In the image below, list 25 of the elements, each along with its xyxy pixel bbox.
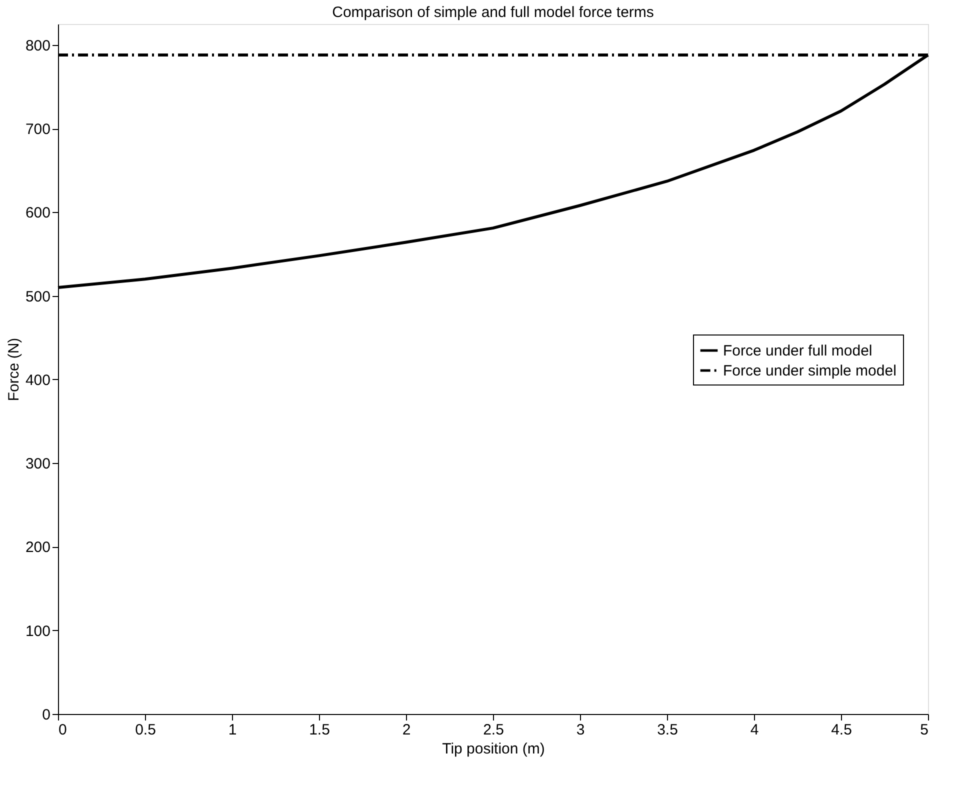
x-tick-label: 2: [402, 722, 411, 738]
chart-title: Comparison of simple and full model force terms: [332, 4, 654, 21]
x-tick-label: 1.5: [309, 722, 330, 738]
x-axis-title: Tip position (m): [442, 740, 545, 758]
x-tick-label: 3: [576, 722, 585, 738]
y-tick-label: 700: [25, 121, 50, 138]
y-axis-title: Force (N): [5, 338, 22, 402]
y-tick-label: 600: [25, 204, 50, 222]
legend-label: Force under full model: [723, 342, 872, 360]
y-tick-label: 400: [25, 372, 50, 389]
x-tick-label: 3.5: [657, 722, 678, 738]
x-tick-label: 1: [228, 722, 237, 738]
y-tick-label: 0: [42, 706, 50, 724]
x-tick-label: 4.5: [831, 722, 852, 738]
legend-label: Force under simple model: [723, 362, 896, 380]
y-tick-label: 200: [25, 539, 50, 556]
y-tick-label: 800: [25, 37, 50, 54]
x-tick-label: 2.5: [483, 722, 504, 738]
x-tick-label: 5: [920, 722, 928, 738]
y-tick-label: 100: [25, 622, 50, 640]
y-tick-label: 500: [25, 288, 50, 306]
y-tick-label: 300: [25, 456, 50, 473]
x-tick-label: 0.5: [135, 722, 156, 738]
x-tick-label: 0: [58, 722, 67, 738]
x-tick-label: 4: [750, 722, 759, 738]
